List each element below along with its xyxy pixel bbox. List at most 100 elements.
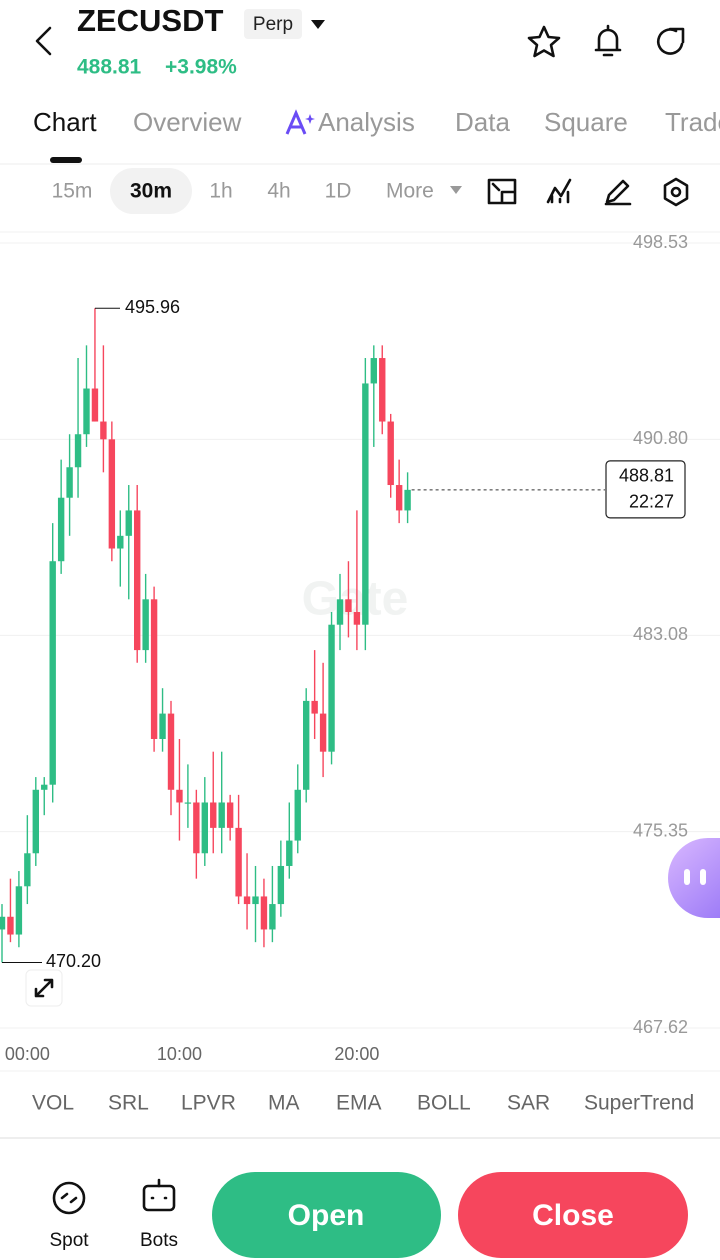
candle-body	[176, 789, 183, 803]
grid	[0, 242, 720, 1029]
interval[interactable]: 4h	[267, 180, 290, 203]
candle-body	[370, 358, 377, 384]
tab[interactable]: Trade	[665, 107, 720, 137]
spot-arrows	[60, 1192, 78, 1204]
alert-icon[interactable]	[594, 24, 622, 57]
badge: Perp	[253, 14, 293, 35]
candle-body	[353, 612, 361, 625]
candle-body	[311, 700, 318, 714]
chart-labels: 498.53 490.80 483.08 475.35 467.62 00:00 10:00…	[2, 232, 688, 1064]
candle-body	[74, 434, 82, 468]
symbol-dropdown[interactable]	[311, 20, 325, 29]
more-dropdown[interactable]	[450, 186, 462, 194]
interval[interactable]: 1D	[325, 180, 352, 203]
interval[interactable]: 15m	[52, 180, 93, 203]
candle-body	[150, 599, 158, 739]
y-tick-label: 498.53	[633, 232, 688, 252]
last-price-value: 488.81	[619, 466, 674, 486]
y-tick-label: 475.35	[633, 820, 688, 840]
assistant-eye	[684, 869, 690, 885]
candle-body	[243, 896, 251, 905]
tab[interactable]: Data	[455, 107, 510, 137]
spot-label[interactable]: Spot	[49, 1230, 89, 1251]
x-tick-label: 20:00	[334, 1044, 379, 1064]
candle-body	[336, 599, 344, 625]
settings-dot	[670, 186, 682, 198]
indicator[interactable]: LPVR	[181, 1092, 236, 1115]
indicator[interactable]: MA	[268, 1092, 300, 1115]
tab-indicator	[50, 157, 82, 163]
candle-body	[387, 421, 394, 486]
candle-body	[142, 599, 149, 651]
spot-icon[interactable]	[52, 1181, 86, 1215]
candle-body	[66, 467, 73, 498]
last-price-box	[605, 460, 686, 519]
indicator[interactable]: SAR	[507, 1092, 550, 1115]
indicator[interactable]: EMA	[336, 1092, 382, 1115]
draw-icon[interactable]	[604, 179, 632, 206]
ai-icon	[285, 109, 307, 135]
candle-body	[294, 789, 301, 841]
candle-body	[117, 535, 124, 549]
interval[interactable]: 30m	[130, 180, 172, 203]
bots-details	[150, 1178, 168, 1200]
tab[interactable]: Square	[544, 107, 628, 137]
candle-body	[108, 439, 116, 549]
badge-bg	[244, 9, 302, 39]
x-tick-label: 00:00	[5, 1044, 50, 1064]
candle-body	[0, 916, 6, 930]
candle-body	[125, 510, 132, 536]
favorite-icon[interactable]	[527, 25, 561, 58]
indicator[interactable]: SuperTrend	[584, 1092, 694, 1115]
interval[interactable]: 1h	[209, 180, 232, 203]
bots-label[interactable]: Bots	[140, 1230, 178, 1251]
tab[interactable]: Analysis	[318, 107, 415, 137]
candle-body	[24, 853, 31, 887]
candle-body	[49, 561, 56, 785]
indicator[interactable]: BOLL	[417, 1092, 471, 1115]
candle-body	[184, 802, 192, 804]
countdown: 22:27	[629, 492, 674, 512]
candle-body	[210, 802, 217, 828]
price-change: +3.98%	[165, 56, 237, 79]
tab[interactable]: Overview	[133, 107, 242, 137]
candle-body	[395, 485, 403, 511]
candles	[0, 308, 411, 963]
bots-icon[interactable]	[142, 1184, 176, 1212]
candle-body	[32, 789, 39, 854]
assistant-bubble[interactable]	[668, 838, 720, 918]
candle-body	[286, 840, 293, 866]
y-tick-label: 483.08	[633, 624, 688, 644]
back-button[interactable]	[35, 26, 52, 56]
y-tick-label: 467.62	[633, 1017, 688, 1037]
candle-body	[303, 700, 310, 790]
last-price: 488.81	[77, 56, 142, 79]
candle-body	[319, 713, 327, 752]
candle-body	[226, 802, 234, 828]
tab[interactable]: Chart	[33, 107, 97, 137]
fullscreen-icon[interactable]	[487, 178, 517, 205]
indicator[interactable]: SRL	[108, 1092, 149, 1115]
candle-body	[7, 916, 14, 935]
open-label: Open	[288, 1199, 365, 1232]
candle-body	[277, 865, 285, 905]
x-tick-label: 10:00	[157, 1044, 202, 1064]
indicator[interactable]: VOL	[32, 1092, 74, 1115]
candle-body	[252, 896, 259, 905]
candle-body	[15, 886, 23, 935]
interval[interactable]: More	[386, 180, 434, 203]
candle-body	[328, 624, 335, 752]
candle-body	[57, 497, 65, 562]
open-button[interactable]	[212, 1172, 441, 1258]
close-button[interactable]	[458, 1172, 688, 1258]
candle-body	[362, 383, 369, 625]
candle-body	[100, 421, 107, 440]
candle-body	[134, 510, 141, 651]
candle-body	[91, 388, 99, 422]
indicator-icon[interactable]	[546, 178, 572, 204]
settings-icon[interactable]	[663, 177, 689, 207]
candle-body	[404, 489, 411, 511]
share-icon[interactable]	[656, 27, 685, 55]
high-label: 495.96	[125, 297, 180, 317]
candle-body	[345, 599, 352, 613]
